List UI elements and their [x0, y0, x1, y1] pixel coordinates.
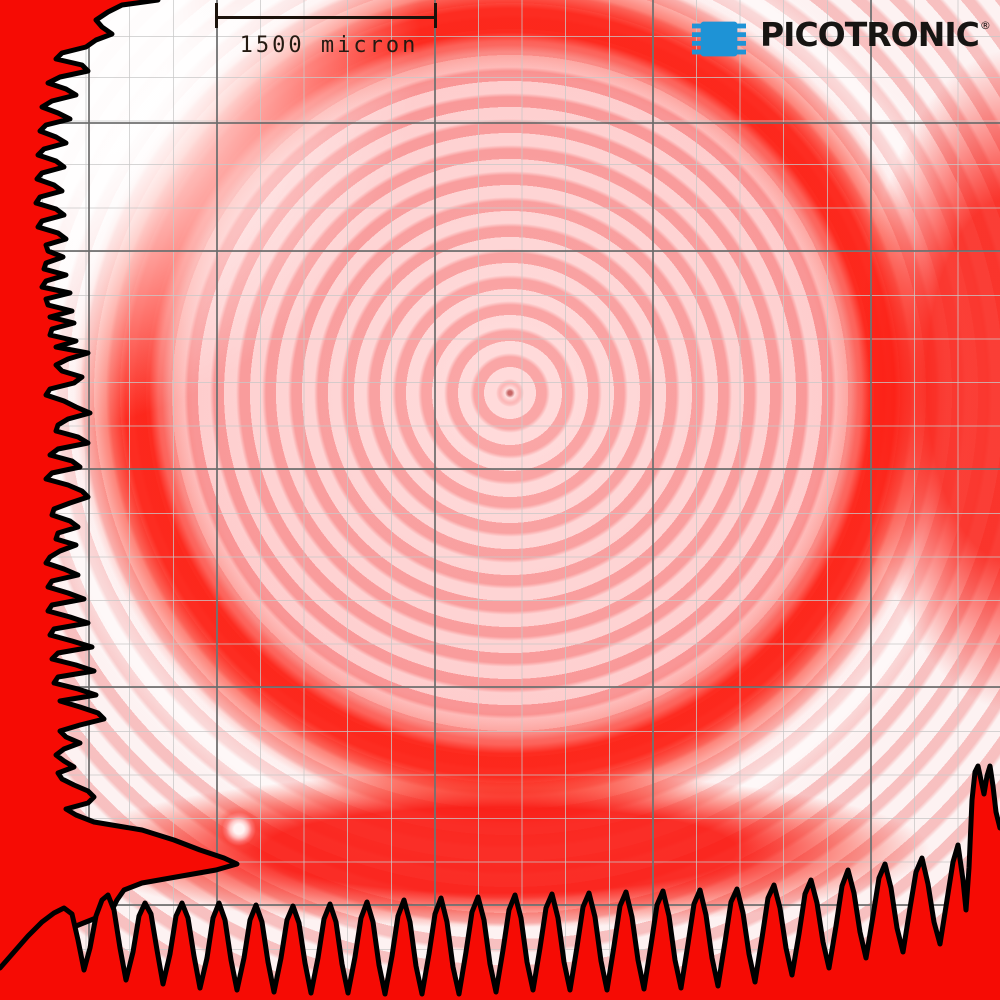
- picotronic-logo: PICOTRONIC ®: [692, 16, 991, 59]
- registered-trademark-symbol: ®: [979, 19, 991, 32]
- scale-bar-left-tick: [215, 3, 218, 28]
- scale-bar-right-tick: [434, 3, 437, 28]
- picotronic-chip-icon: [692, 21, 746, 57]
- scale-bar-label: 1500 micron: [239, 33, 419, 58]
- picotronic-logo-text: PICOTRONIC: [760, 15, 980, 54]
- scale-bar-line: [216, 16, 437, 19]
